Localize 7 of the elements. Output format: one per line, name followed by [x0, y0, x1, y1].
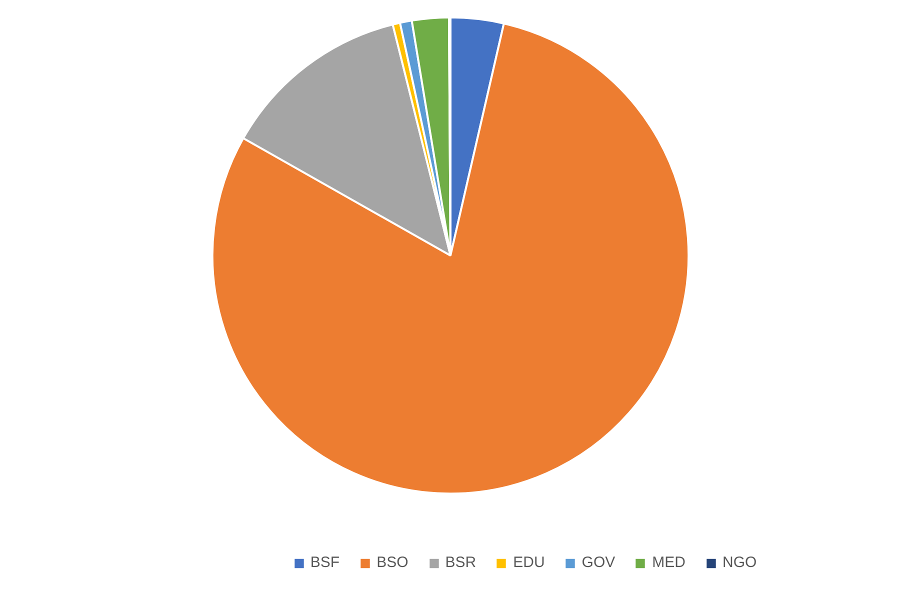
- legend-label: GOV: [582, 554, 616, 571]
- legend-label: EDU: [513, 554, 545, 571]
- legend-label: BSF: [310, 554, 340, 571]
- legend-label: BSO: [376, 554, 408, 571]
- legend-label: NGO: [722, 554, 757, 571]
- legend-label: MED: [652, 554, 686, 571]
- legend-label: BSR: [445, 554, 476, 571]
